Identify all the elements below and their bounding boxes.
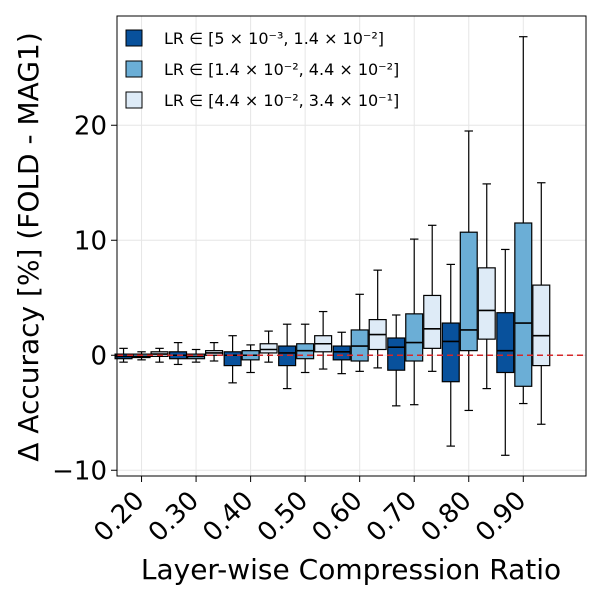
x-tick-label: 0.90 <box>470 486 532 548</box>
box <box>441 263 460 447</box>
box <box>459 130 478 412</box>
box-iqr <box>423 294 442 349</box>
legend: LR ∈ [5 × 10⁻³, 1.4 × 10⁻²] LR ∈ [1.4 × 1… <box>125 29 399 110</box>
y-tick-label: −10 <box>52 456 107 486</box>
box <box>405 238 424 406</box>
plot-frame <box>116 15 587 477</box>
y-axis-label: Δ Accuracy [%] (FOLD - MAG1) <box>12 32 45 462</box>
legend-swatch <box>125 60 143 78</box>
legend-swatch <box>125 29 143 47</box>
box <box>205 342 224 362</box>
box-iqr <box>405 313 424 362</box>
x-axis-label: Layer-wise Compression Ratio <box>141 553 561 586</box>
box-iqr <box>496 312 515 374</box>
x-tick-label: 0.30 <box>143 486 205 548</box>
box <box>477 183 496 390</box>
box <box>532 182 551 425</box>
legend-label: LR ∈ [5 × 10⁻³, 1.4 × 10⁻²] <box>164 29 384 48</box>
x-tick-label: 0.60 <box>306 486 368 548</box>
box-iqr <box>259 343 278 354</box>
x-tick-label: 0.80 <box>416 486 478 548</box>
box <box>223 335 242 384</box>
box-iqr <box>477 267 496 340</box>
box <box>387 314 406 407</box>
box <box>187 348 206 363</box>
box <box>423 224 442 372</box>
box-iqr <box>441 322 460 383</box>
box-iqr <box>532 284 551 367</box>
series-3 <box>150 182 551 425</box>
y-tick-label: 0 <box>90 341 107 371</box>
box <box>296 323 315 374</box>
box-iqr <box>332 345 351 361</box>
box <box>241 344 260 374</box>
legend-label: LR ∈ [1.4 × 10⁻², 4.4 × 10⁻²] <box>164 60 399 79</box>
box <box>514 36 533 405</box>
box <box>314 310 333 370</box>
x-tick-label: 0.70 <box>361 486 423 548</box>
box <box>350 293 369 372</box>
box <box>259 330 278 363</box>
box <box>496 248 515 456</box>
box <box>332 331 351 375</box>
box-iqr <box>223 351 242 367</box>
x-tick-label: 0.50 <box>252 486 314 548</box>
series-2 <box>132 36 533 412</box>
box-iqr <box>387 337 406 371</box>
box-iqr <box>514 222 533 387</box>
y-tick-label: 10 <box>74 226 107 256</box>
box-iqr <box>459 231 478 352</box>
legend-label: LR ∈ [4.4 × 10⁻², 3.4 × 10⁻¹] <box>164 91 399 110</box>
x-tick-label: 0.20 <box>88 486 150 548</box>
box <box>169 342 188 366</box>
legend-item: LR ∈ [4.4 × 10⁻², 3.4 × 10⁻¹] <box>125 91 399 110</box>
box <box>150 347 169 363</box>
box <box>368 269 387 369</box>
legend-swatch <box>125 91 143 109</box>
legend-item: LR ∈ [1.4 × 10⁻², 4.4 × 10⁻²] <box>125 60 399 79</box>
x-tick-label: 0.40 <box>197 486 259 548</box>
box <box>114 347 133 363</box>
box <box>278 323 297 390</box>
y-tick-label: 20 <box>74 111 107 141</box>
legend-item: LR ∈ [5 × 10⁻³, 1.4 × 10⁻²] <box>125 29 384 48</box>
